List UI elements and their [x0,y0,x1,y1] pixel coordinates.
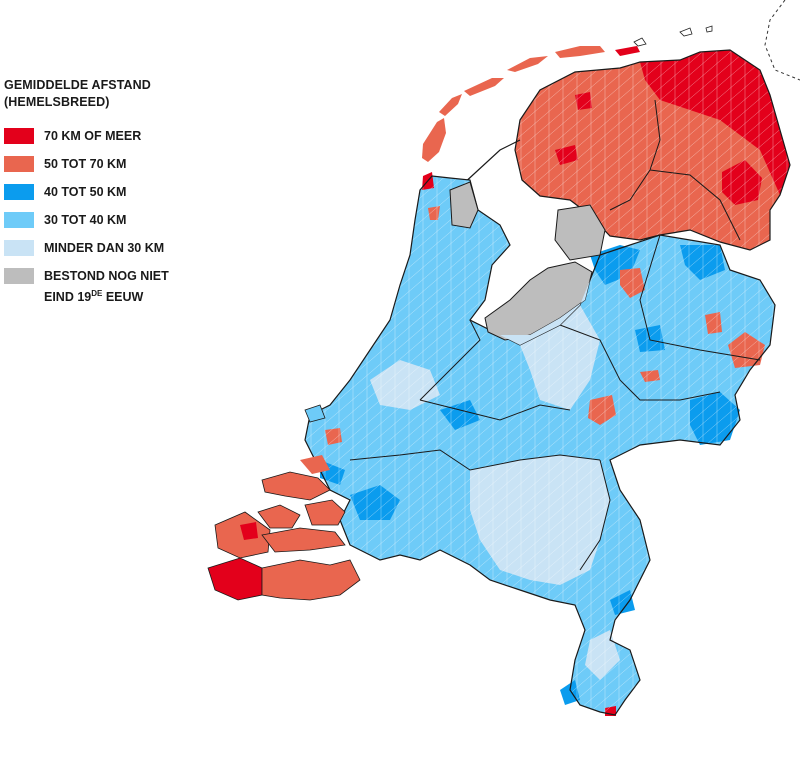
afsluitdijk [461,139,521,186]
wadden-islands [422,25,713,162]
legend-label: 50 TOT 70 KM [44,157,127,171]
dashed-border [764,0,800,81]
legend-label: 30 TOT 40 KM [44,213,127,227]
legend-title-line1: GEMIDDELDE AFSTAND [4,78,151,92]
map-legend: GEMIDDELDE AFSTAND (HEMELSBREED) 70 KM O… [4,77,194,307]
zeeland [207,404,361,601]
legend-swatch [4,240,34,256]
legend-label: 40 TOT 50 KM [44,185,127,199]
northern-provinces [514,49,791,251]
legend-item-70-plus: 70 KM OF MEER [4,127,194,155]
legend-item-40-50: 40 TOT 50 KM [4,183,194,211]
legend-label-line2: EIND 19DE EEUW [44,289,144,304]
legend-swatch [4,268,34,284]
legend-label: MINDER DAN 30 KM [44,241,165,255]
legend-swatch [4,128,34,144]
legend-item-not-existing: BESTOND NOG NIET EIND 19DE EEUW [4,267,194,307]
legend-title: GEMIDDELDE AFSTAND (HEMELSBREED) [4,77,194,111]
polders-not-existing [449,181,606,345]
legend-swatch [4,156,34,172]
central-and-southern-provinces [304,172,776,716]
legend-swatch [4,184,34,200]
legend-swatch [4,212,34,228]
legend-label: 70 KM OF MEER [44,129,142,143]
legend-label: BESTOND NOG NIET EIND 19DE EEUW [44,267,169,306]
legend-item-50-70: 50 TOT 70 KM [4,155,194,183]
netherlands-choropleth-map [207,0,800,716]
legend-label-line1: BESTOND NOG NIET [44,269,169,283]
legend-item-30-40: 30 TOT 40 KM [4,211,194,239]
legend-item-under-30: MINDER DAN 30 KM [4,239,194,267]
legend-title-line2: (HEMELSBREED) [4,95,110,109]
